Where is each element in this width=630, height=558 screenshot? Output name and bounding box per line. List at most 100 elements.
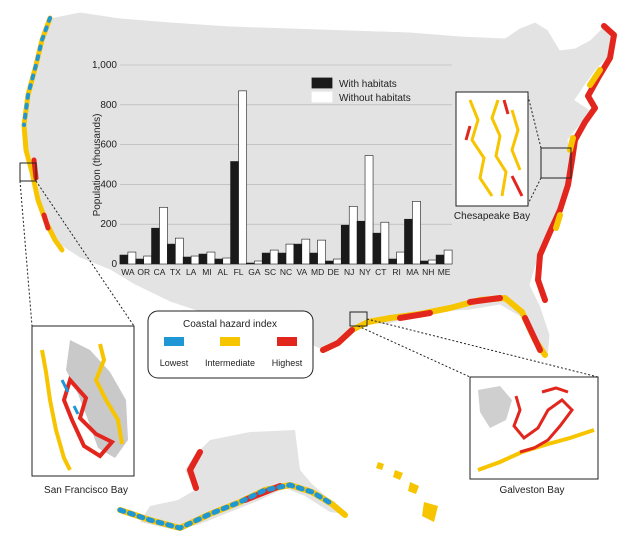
alaska-land <box>140 430 345 530</box>
y-tick-label: 0 <box>111 259 117 270</box>
bar-al-with-habitats <box>214 258 224 265</box>
x-tick-label: MA <box>406 267 419 277</box>
bar-me-without-habitats <box>443 249 453 265</box>
bar-nj-with-habitats <box>340 224 350 265</box>
bar-wa-without-habitats <box>127 251 137 265</box>
x-tick-label: NY <box>359 267 371 277</box>
hazard-legend: Coastal hazard index Lowest Intermediate… <box>147 310 314 379</box>
hazard-swatch-intermediate <box>220 337 240 346</box>
chesapeake-shoreline <box>468 99 522 197</box>
bar-sc-without-habitats <box>269 249 279 265</box>
x-tick-label: ME <box>438 267 451 277</box>
galveston-terrain <box>478 386 512 428</box>
bar-ca-with-habitats <box>151 227 160 265</box>
connector <box>357 325 471 378</box>
legend-label-with-habitats: With habitats <box>339 79 397 90</box>
connector <box>526 177 542 207</box>
hawaii-islands <box>376 462 438 522</box>
x-tick-labels: WA OR CA TX LA MI AL FL GA SC NC VA MD DE NJ NY CT RI MA NH… <box>121 267 451 277</box>
chesapeake-inset: Chesapeake Bay <box>454 91 530 222</box>
bar-tx-without-habitats <box>175 237 184 265</box>
x-tick-label: AL <box>218 267 229 277</box>
bar-md-without-habitats <box>317 239 326 265</box>
bar-va-without-habitats <box>301 238 311 265</box>
bar-ct-without-habitats <box>380 221 390 265</box>
inset-locators <box>19 91 599 378</box>
x-tick-label: NC <box>280 267 292 277</box>
bar-ct-with-habitats <box>372 232 382 265</box>
coastline-hazard-bands <box>21 15 617 531</box>
x-tick-label: VA <box>296 267 307 277</box>
x-tick-label: TX <box>170 267 181 277</box>
y-tick-label: 1,000 <box>92 60 117 71</box>
hazard-label-lowest: Lowest <box>160 358 189 368</box>
hazard-swatch-lowest <box>164 337 184 346</box>
chart-legend: With habitats Without habitats <box>311 77 411 104</box>
x-tick-label: NJ <box>344 267 354 277</box>
connector <box>35 180 135 327</box>
y-tick-label: 400 <box>100 179 117 190</box>
sf-shoreline <box>40 343 124 471</box>
legend-label-without-habitats: Without habitats <box>339 93 411 104</box>
bar-al-without-habitats <box>222 257 232 265</box>
hazard-label-highest: Highest <box>272 358 303 368</box>
gulf-coast-high <box>320 295 543 353</box>
galveston-label: Galveston Bay <box>499 485 564 496</box>
sf-terrain <box>66 340 128 458</box>
connector <box>366 318 599 378</box>
y-tick-label: 800 <box>100 100 117 111</box>
x-tick-label: DE <box>328 267 340 277</box>
bar-mi-with-habitats <box>198 253 208 265</box>
connector <box>526 91 542 149</box>
west-coast-low <box>22 16 52 127</box>
bar-me-with-habitats <box>435 254 445 265</box>
y-tick-label: 200 <box>100 219 117 230</box>
chesapeake-high <box>464 99 524 197</box>
bar-nj-without-habitats <box>348 205 358 265</box>
bar-nc-without-habitats <box>285 243 295 265</box>
bar-ny-with-habitats <box>356 220 366 265</box>
chesapeake-locator-box <box>540 147 572 179</box>
bar-la-without-habitats <box>190 255 200 265</box>
bar-ri-with-habitats <box>388 258 397 265</box>
bar-la-with-habitats <box>182 256 192 265</box>
hazard-legend-title: Coastal hazard index <box>183 319 277 330</box>
x-tick-label: MI <box>202 267 211 277</box>
y-tick-labels: 0 200 400 600 800 1,000 <box>92 60 117 270</box>
bar-sc-with-habitats <box>261 252 271 265</box>
bar-fl-with-habitats <box>230 161 239 265</box>
x-tick-label: FL <box>234 267 244 277</box>
population-bar-chart: 0 200 400 600 800 1,000 Population (thousands… <box>92 60 453 277</box>
legend-swatch-without-habitats <box>311 91 333 103</box>
chart-gridlines <box>120 64 452 265</box>
x-tick-label: OR <box>137 267 150 277</box>
bar-ma-with-habitats <box>404 218 413 265</box>
x-tick-label: WA <box>121 267 135 277</box>
galveston-inset <box>469 376 599 480</box>
bar-tx-with-habitats <box>167 243 176 265</box>
hazard-swatch-highest <box>277 337 297 346</box>
bar-ca-without-habitats <box>159 206 168 265</box>
bar-mi-without-habitats <box>206 251 216 265</box>
hazard-label-intermediate: Intermediate <box>205 358 255 368</box>
alaska-coast-low <box>117 482 335 531</box>
x-tick-label: SC <box>264 267 276 277</box>
sf-locator-box <box>19 162 37 182</box>
galveston-high <box>512 386 574 454</box>
bar-ri-without-habitats <box>396 251 405 265</box>
y-tick-label: 600 <box>100 140 117 151</box>
x-tick-label: MD <box>311 267 324 277</box>
sf-high <box>61 375 116 459</box>
bar-wa-with-habitats <box>119 254 129 265</box>
bar-ny-without-habitats <box>364 155 374 265</box>
x-tick-label: CA <box>154 267 166 277</box>
bar-nh-without-habitats <box>427 259 437 265</box>
bar-or-without-habitats <box>143 255 153 265</box>
x-tick-label: RI <box>392 267 401 277</box>
bar-de-without-habitats <box>333 258 342 265</box>
chesapeake-label: Chesapeake Bay <box>454 211 530 222</box>
y-axis-label: Population (thousands) <box>92 114 103 217</box>
sf-low <box>60 379 80 415</box>
bar-va-with-habitats <box>293 243 303 265</box>
bar-ma-without-habitats <box>412 201 421 265</box>
